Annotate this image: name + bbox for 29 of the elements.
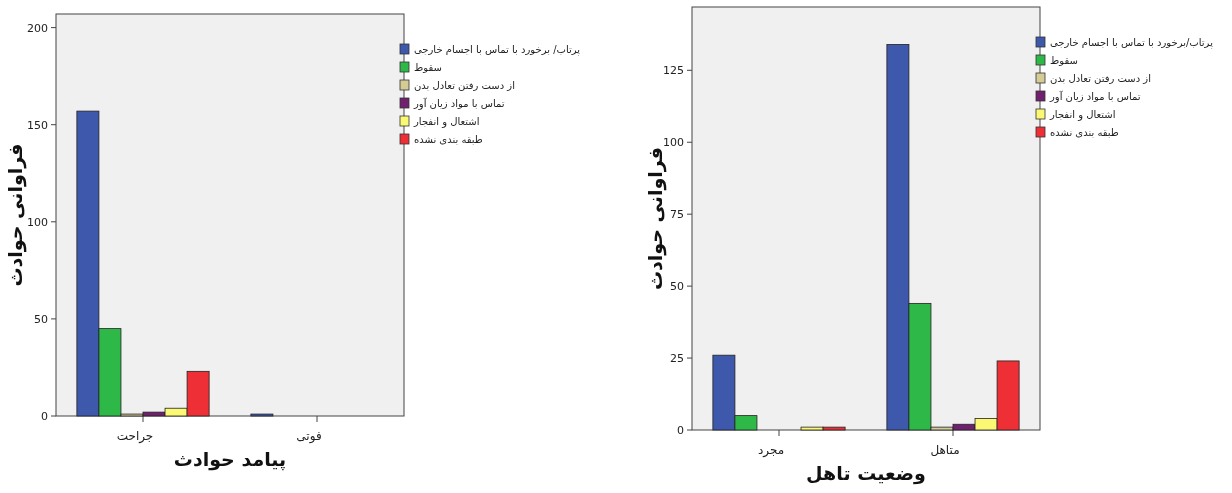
y-tick-label: 25 — [670, 352, 684, 366]
legend-label: اشتعال و انفجار — [1049, 109, 1116, 121]
legend-label: پرتاب/ برخورد با تماس با اجسام خارجی — [414, 44, 581, 56]
y-tick-label: 125 — [663, 64, 684, 78]
y-tick-label: 150 — [27, 118, 48, 132]
legend-label: تماس با مواد زیان آور — [1049, 90, 1141, 103]
y-axis-title: فراوانی حوادث — [4, 143, 27, 287]
x-axis-title: پیامد حوادث — [173, 448, 287, 471]
y-tick-label: 50 — [670, 280, 684, 294]
x-tick-label: فوتی — [296, 429, 322, 444]
x-tick-label: مجرد — [757, 443, 785, 458]
legend-label: تماس با مواد زیان آور — [413, 97, 505, 110]
x-tick-label: متاهل — [930, 443, 960, 457]
legend-label: اشتعال و انفجار — [413, 116, 480, 128]
x-axis-title: وضعیت تاهل — [806, 462, 926, 485]
x-tick-label: جراحت — [116, 429, 154, 444]
legend-label: از دست رفتن تعادل بدن — [1050, 73, 1151, 84]
legend-label: از دست رفتن تعادل بدن — [414, 80, 515, 91]
y-tick-label: 75 — [670, 208, 684, 222]
legend-label: طبقه بندی نشده — [1050, 127, 1119, 138]
legend-label: سقوط — [1050, 55, 1078, 66]
y-tick-label: 0 — [41, 410, 48, 423]
y-tick-label: 100 — [27, 215, 48, 229]
legend-label: طبقه بندی نشده — [414, 134, 483, 145]
y-tick-label: 0 — [677, 424, 684, 437]
y-tick-label: 50 — [34, 312, 48, 326]
legend-label: پرتاب/برخورد با تماس با اجسام خارجی — [1050, 37, 1214, 49]
y-tick-label: 200 — [27, 21, 48, 35]
legend-label: سقوط — [414, 62, 442, 73]
